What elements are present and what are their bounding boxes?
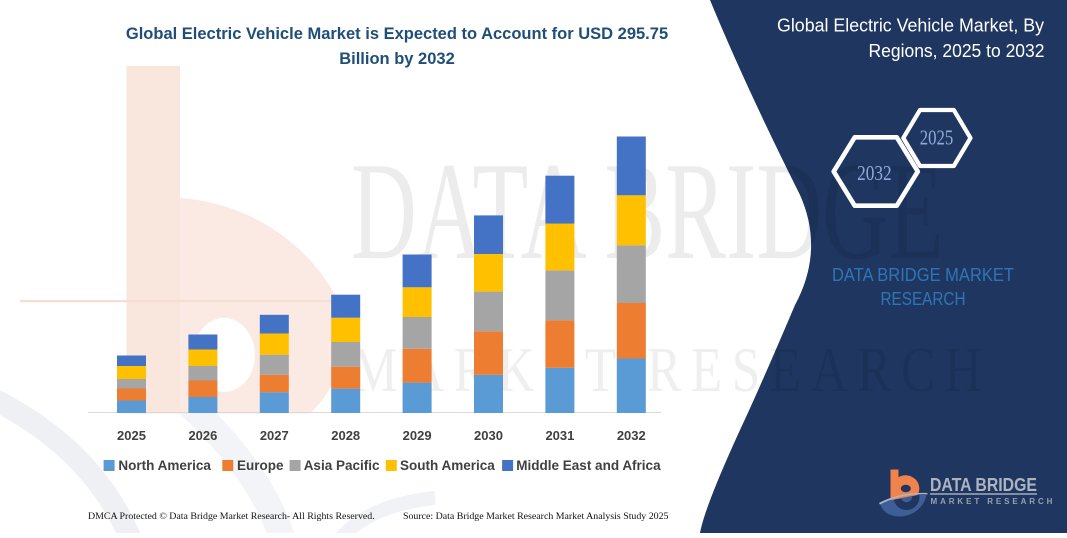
svg-text:South America: South America (400, 458, 495, 473)
svg-text:Global Electric Vehicle Market: Global Electric Vehicle Market is Expect… (126, 25, 668, 43)
svg-text:North America: North America (118, 458, 211, 473)
svg-text:2029: 2029 (403, 428, 432, 443)
svg-text:2027: 2027 (260, 428, 289, 443)
svg-text:DATA BRIDGE: DATA BRIDGE (930, 475, 1037, 495)
svg-text:Europe: Europe (237, 458, 284, 473)
svg-text:2032: 2032 (617, 428, 646, 443)
svg-text:Asia Pacific: Asia Pacific (304, 458, 380, 473)
svg-text:Regions, 2025 to 2032: Regions, 2025 to 2032 (869, 40, 1045, 61)
svg-text:2025: 2025 (920, 126, 954, 150)
svg-text:2032: 2032 (857, 161, 892, 185)
svg-text:Billion by 2032: Billion by 2032 (339, 50, 455, 68)
svg-text:2025: 2025 (117, 428, 146, 443)
svg-text:Global Electric Vehicle Market: Global Electric Vehicle Market, By (777, 15, 1045, 36)
svg-text:2030: 2030 (474, 428, 503, 443)
svg-text:MARKET RESEARCH: MARKET RESEARCH (931, 497, 1056, 506)
svg-text:2026: 2026 (188, 428, 217, 443)
svg-text:2031: 2031 (545, 428, 574, 443)
svg-text:DATA BRIDGE MARKET: DATA BRIDGE MARKET (832, 264, 1014, 285)
svg-text:RESEARCH: RESEARCH (881, 288, 966, 309)
svg-text:Source: Data Bridge Market Res: Source: Data Bridge Market Research Mark… (403, 511, 669, 522)
svg-text:2028: 2028 (331, 428, 360, 443)
svg-text:Middle East and Africa: Middle East and Africa (516, 458, 661, 473)
svg-text:DMCA Protected © Data Bridge M: DMCA Protected © Data Bridge Market Rese… (88, 511, 375, 522)
